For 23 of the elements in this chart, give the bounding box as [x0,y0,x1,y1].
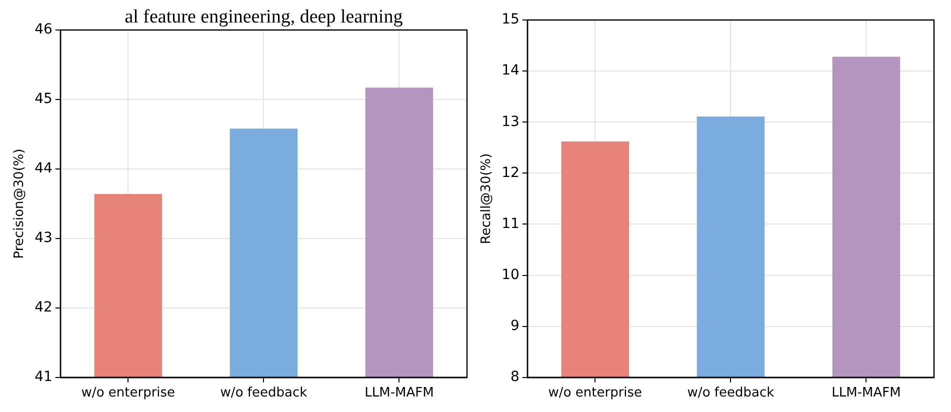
y-tick-label: 46 [34,22,52,38]
y-tick-label: 12 [502,164,520,181]
y-tick-label: 11 [502,216,520,232]
y-tick-label: 45 [34,91,52,108]
y-tick-label: 42 [34,300,52,316]
y-axis-title: Precision@30(%) [12,148,28,259]
y-tick-label: 8 [510,369,520,386]
y-axis-title: Recall@30(%) [479,153,494,244]
y-tick-label: 41 [34,369,52,386]
text: al feature engineering, deep learning [124,6,404,28]
x-tick-label: LLM-MAFM [832,386,901,401]
x-tick-label: w/o enterprise [81,386,176,401]
x-tick-label: w/o feedback [687,386,775,401]
y-tick-label: 13 [502,114,520,130]
x-tick-label: LLM-MAFM [364,386,434,401]
y-tick-label: 9 [510,318,520,334]
y-tick-label: 10 [502,266,520,283]
x-tick-label: w/o enterprise [548,386,642,401]
y-tick-label: 43 [34,230,52,246]
y-tick-label: 44 [34,160,52,177]
y-tick-label: 14 [502,62,520,79]
y-tick-label: 15 [502,12,520,28]
x-tick-label: w/o feedback [220,386,308,401]
